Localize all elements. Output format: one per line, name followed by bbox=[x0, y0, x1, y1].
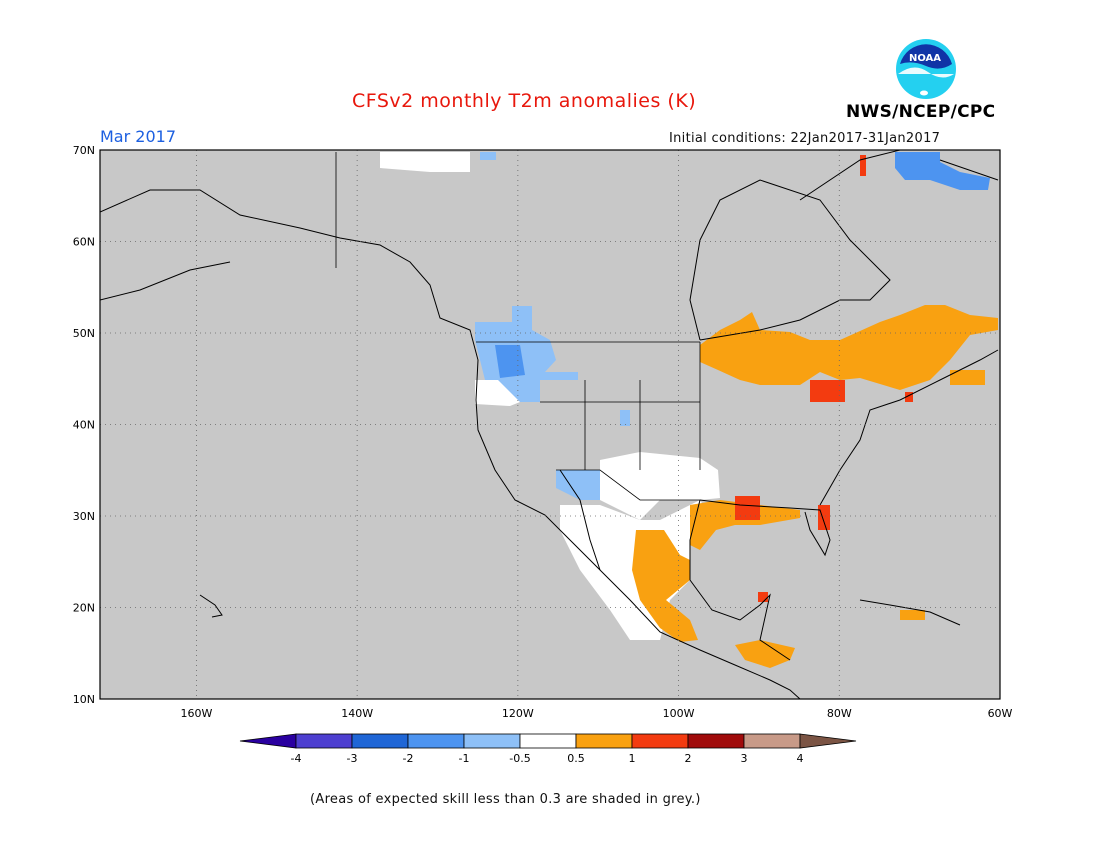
colorbar-tick-label: 1 bbox=[629, 752, 636, 765]
colorbar-segment bbox=[463, 733, 521, 749]
colorbar-tick-label: -1 bbox=[459, 752, 470, 765]
initial-conditions: Initial conditions: 22Jan2017-31Jan2017 bbox=[669, 131, 941, 146]
colorbar-segment bbox=[407, 733, 465, 749]
lat-label: 60N bbox=[73, 236, 95, 249]
colorbar-segment bbox=[575, 733, 633, 749]
colorbar-segment bbox=[351, 733, 409, 749]
great-lakes-warm bbox=[700, 305, 998, 390]
lon-label: 120W bbox=[502, 707, 534, 720]
michigan-warmer bbox=[810, 380, 845, 402]
anomaly-fields bbox=[380, 152, 998, 668]
colorbar-right-arrow bbox=[799, 733, 857, 749]
lat-label: 30N bbox=[73, 510, 95, 523]
colorbar-tick-label: -4 bbox=[291, 752, 302, 765]
colorbar-segment bbox=[295, 733, 353, 749]
pacific-northwest-cooler bbox=[495, 345, 525, 378]
west-mexico-warm bbox=[632, 530, 698, 642]
lon-label: 160W bbox=[180, 707, 212, 720]
longitude-labels: 160W 140W 120W 100W 80W 60W bbox=[180, 707, 1012, 720]
florida-warm-spot bbox=[818, 505, 830, 530]
forecast-month: Mar 2017 bbox=[100, 127, 176, 146]
caribbean-warm bbox=[900, 610, 925, 620]
central-america-warm bbox=[735, 640, 795, 668]
borders bbox=[335, 152, 701, 501]
nova-scotia-warm bbox=[950, 370, 985, 385]
graticule bbox=[100, 150, 1000, 699]
colorbar-segment bbox=[631, 733, 689, 749]
chart-title: CFSv2 monthly T2m anomalies (K) bbox=[352, 90, 697, 112]
colorado-cool-spot bbox=[620, 410, 630, 426]
map-frame bbox=[99, 149, 1001, 700]
lon-label: 60W bbox=[988, 707, 1013, 720]
southwest-neutral bbox=[600, 452, 720, 520]
colorbar bbox=[239, 733, 857, 749]
colorbar-tick-label: 0.5 bbox=[567, 752, 585, 765]
pacific-northwest-cool bbox=[475, 306, 578, 402]
latitude-labels: 10N 20N 30N 40N 50N 60N 70N bbox=[73, 144, 95, 706]
lon-label: 100W bbox=[663, 707, 695, 720]
colorbar-segment bbox=[519, 733, 577, 749]
lon-label: 140W bbox=[341, 707, 373, 720]
lat-label: 20N bbox=[73, 602, 95, 615]
logo-text: NOAA bbox=[909, 53, 941, 64]
north-coast-cool bbox=[480, 152, 496, 160]
coastlines bbox=[100, 150, 999, 699]
agency-label: NWS/NCEP/CPC bbox=[846, 102, 996, 122]
colorbar-tick-label: -0.5 bbox=[509, 752, 530, 765]
lon-label: 80W bbox=[827, 707, 852, 720]
lat-label: 70N bbox=[73, 144, 95, 157]
colorbar-tick-label: -2 bbox=[403, 752, 414, 765]
gulf-coast-warm bbox=[690, 500, 800, 550]
louisiana-warm-spot bbox=[735, 496, 760, 520]
southwest-cool bbox=[556, 470, 600, 500]
colorbar-segment bbox=[687, 733, 745, 749]
noaa-logo: NOAA bbox=[896, 39, 956, 99]
lat-label: 10N bbox=[73, 693, 95, 706]
greenland-cool-region bbox=[895, 152, 990, 190]
colorbar-tick-label: 4 bbox=[797, 752, 804, 765]
colorbar-labels: -4 -3 -2 -1 -0.5 0.5 1 2 3 4 bbox=[291, 752, 804, 765]
colorbar-segment bbox=[743, 733, 801, 749]
colorbar-left-arrow bbox=[239, 733, 297, 749]
lat-label: 40N bbox=[73, 419, 95, 432]
yucatan-warm-spot bbox=[758, 592, 768, 602]
colorbar-tick-label: 3 bbox=[741, 752, 748, 765]
lat-label: 50N bbox=[73, 327, 95, 340]
colorbar-tick-label: -3 bbox=[347, 752, 358, 765]
colorbar-tick-label: 2 bbox=[685, 752, 692, 765]
pacific-northwest-neutral bbox=[475, 380, 520, 406]
footnote: (Areas of expected skill less than 0.3 a… bbox=[310, 792, 701, 807]
north-coast-neutral bbox=[380, 152, 470, 172]
arctic-warm-spot bbox=[860, 155, 866, 176]
